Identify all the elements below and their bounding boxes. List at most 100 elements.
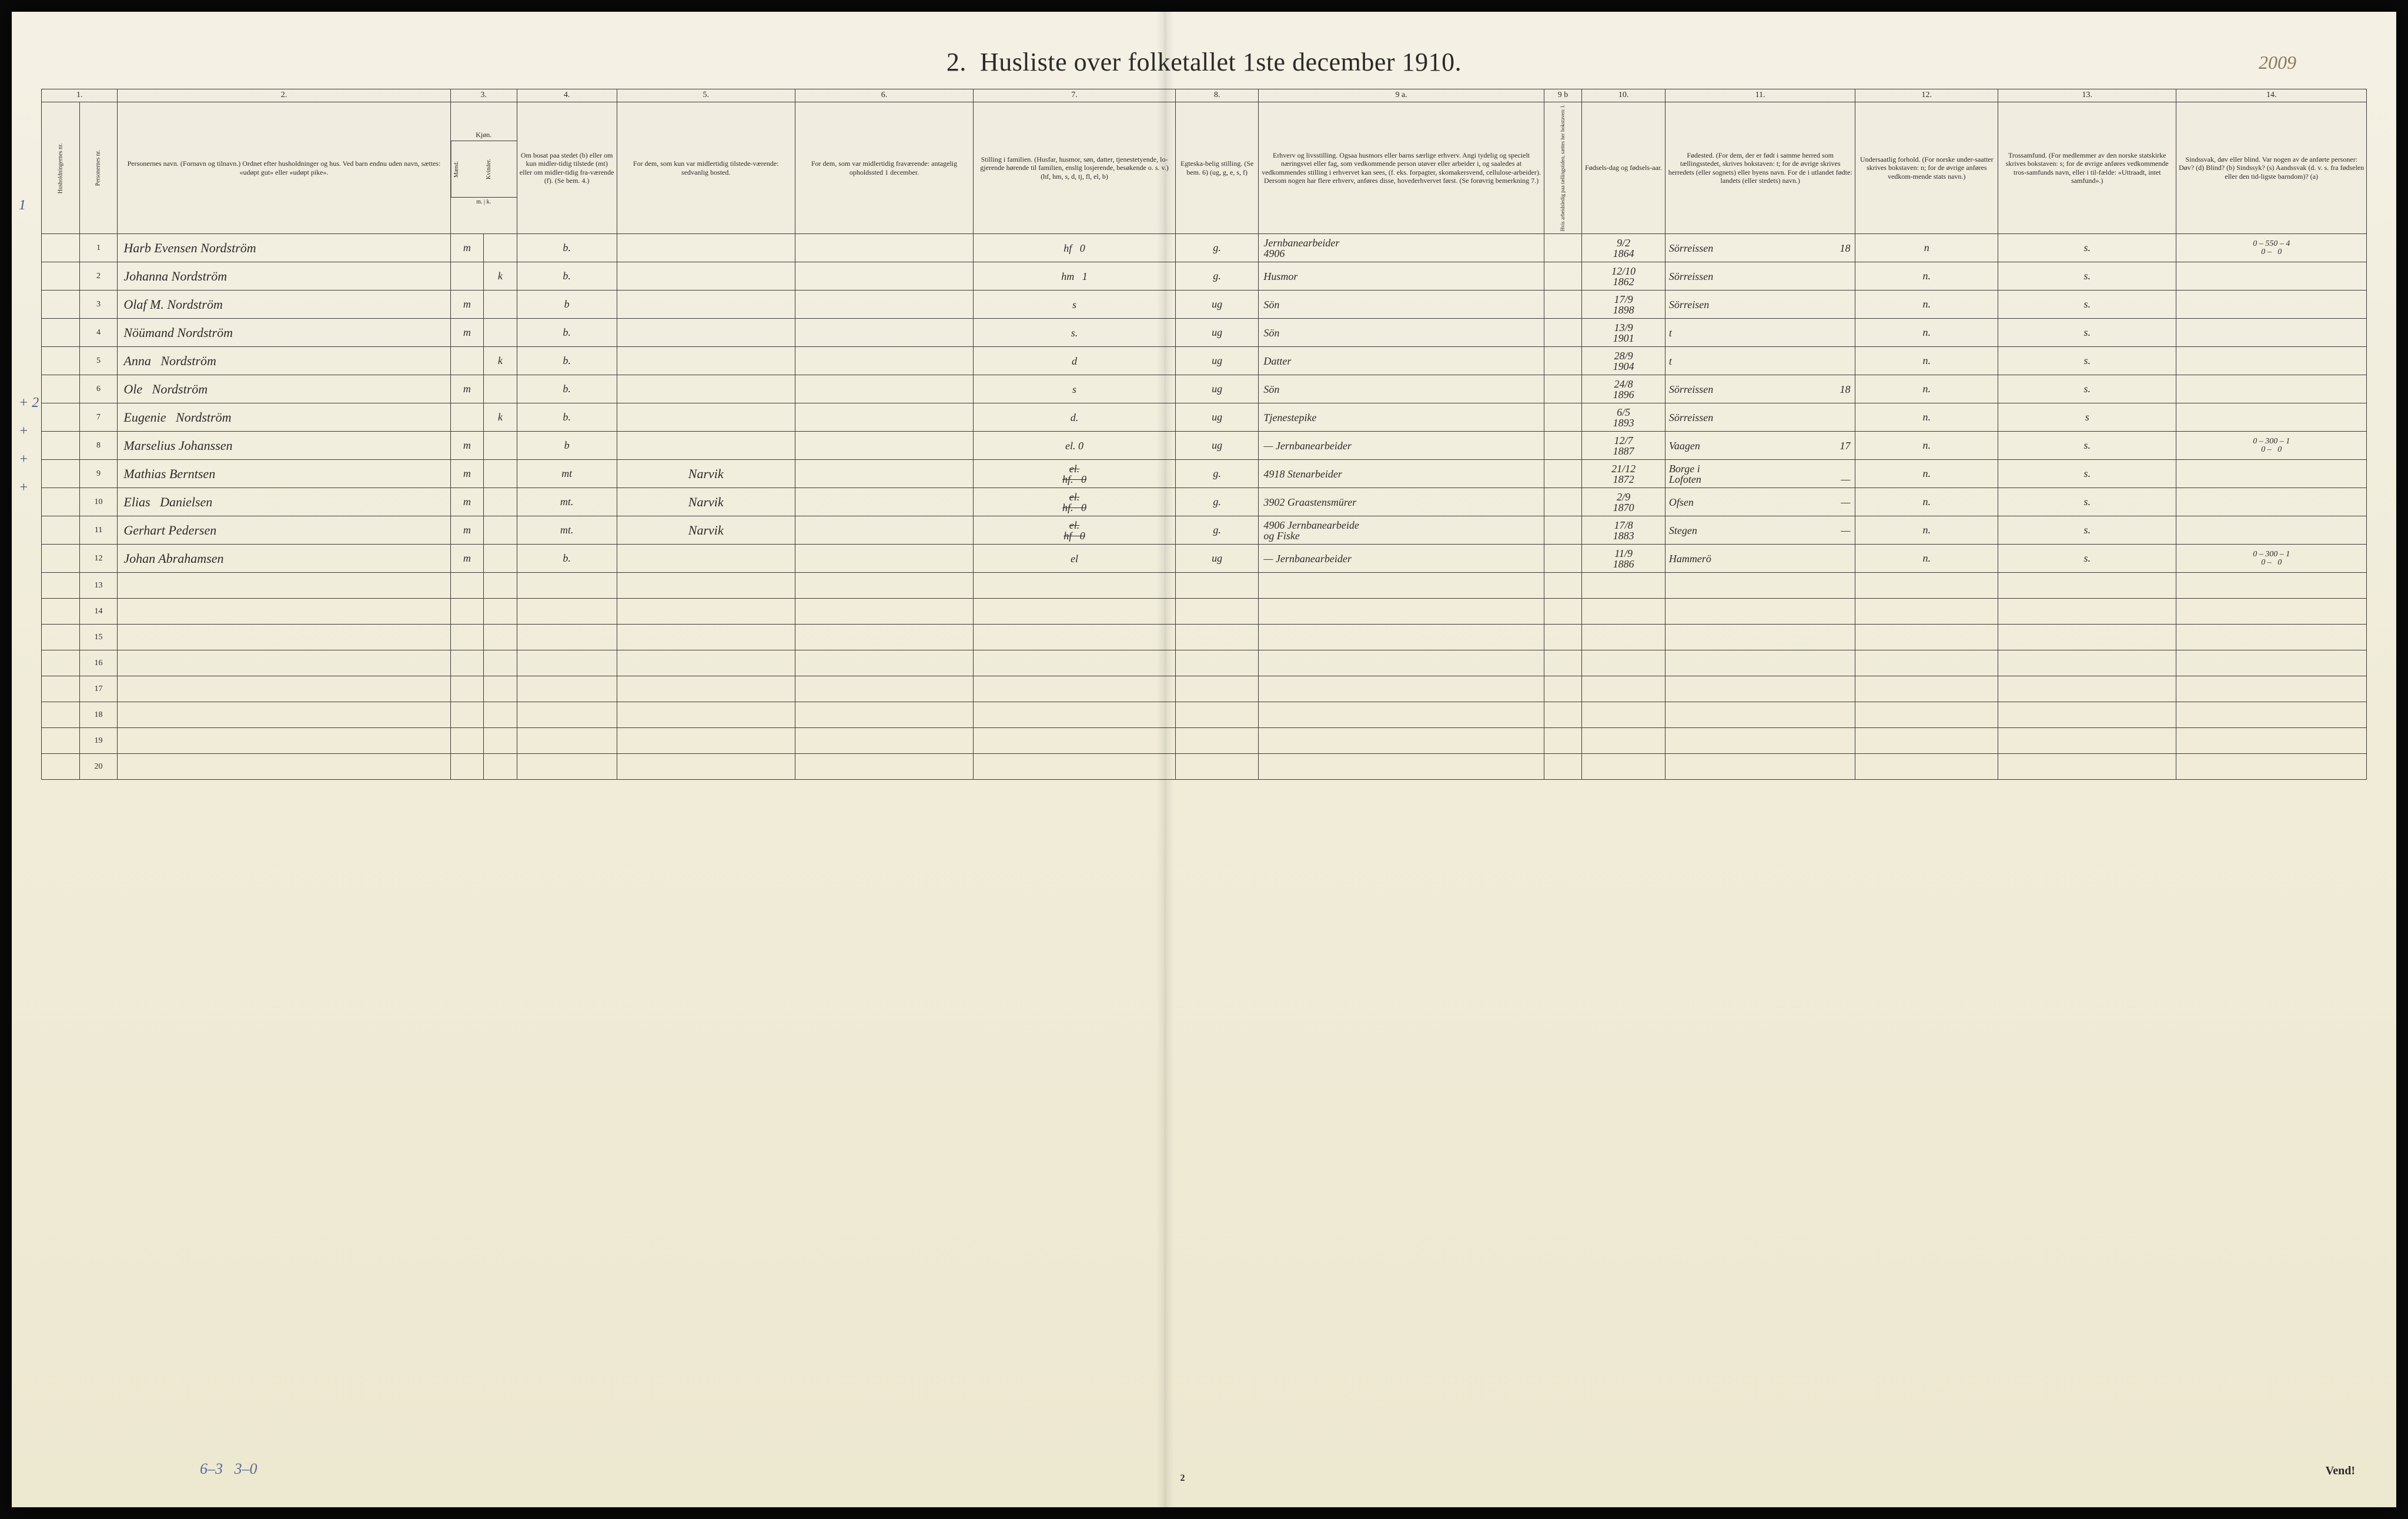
cell bbox=[450, 702, 484, 728]
cell bbox=[2176, 676, 2367, 702]
cell-occupation: Jernbanearbeider 4906 bbox=[1259, 234, 1544, 262]
cell bbox=[1855, 702, 1998, 728]
cell-residence: b bbox=[517, 432, 617, 460]
cell-person-num: 1 bbox=[79, 234, 118, 262]
cell-religion: s. bbox=[1998, 432, 2176, 460]
cell-religion: s. bbox=[1998, 488, 2176, 516]
colnum-14: 14. bbox=[2176, 89, 2367, 102]
page-number-bottom: 2 bbox=[1180, 1473, 1185, 1484]
cell bbox=[1544, 754, 1582, 780]
cell bbox=[42, 728, 80, 754]
cell-residence: b. bbox=[517, 319, 617, 347]
cell-absent-location bbox=[795, 516, 973, 545]
cell-household bbox=[42, 516, 80, 545]
cell-residence: b. bbox=[517, 262, 617, 291]
cell bbox=[617, 573, 795, 599]
cell bbox=[484, 599, 517, 625]
cell-nationality: n. bbox=[1855, 319, 1998, 347]
cell-absent-location bbox=[795, 460, 973, 488]
cell-disability bbox=[2176, 516, 2367, 545]
cell-name: Gerhart Pedersen bbox=[118, 516, 450, 545]
cell-disability bbox=[2176, 460, 2367, 488]
cell-marital: ug bbox=[1175, 432, 1259, 460]
cell bbox=[1259, 599, 1544, 625]
cell bbox=[42, 754, 80, 780]
cell bbox=[2176, 625, 2367, 650]
table-body: 1 Harb Evensen Nordström m b. hf 0 g. Je… bbox=[42, 234, 2367, 780]
cell bbox=[795, 573, 973, 599]
census-table: 1. 2. 3. 4. 5. 6. 7. 8. 9 a. 9 b 10. 11.… bbox=[41, 89, 2367, 780]
cell bbox=[118, 676, 450, 702]
cell-person-num: 10 bbox=[79, 488, 118, 516]
cell bbox=[1582, 599, 1665, 625]
cell-sex-m: m bbox=[450, 488, 484, 516]
cell bbox=[795, 728, 973, 754]
colnum-11: 11. bbox=[1665, 89, 1855, 102]
hdr-c3foot: m. | k. bbox=[451, 197, 517, 207]
hdr-c7: Stilling i familien. (Husfar, husmor, sø… bbox=[974, 102, 1176, 234]
cell bbox=[1259, 573, 1544, 599]
cell bbox=[1582, 728, 1665, 754]
cell-absent-location bbox=[795, 347, 973, 375]
cell-family-position: el bbox=[974, 545, 1176, 573]
cell bbox=[1544, 573, 1582, 599]
cell-residence: b. bbox=[517, 403, 617, 432]
hdr-c1b: Personernes nr. bbox=[79, 102, 118, 234]
colnum-9a: 9 a. bbox=[1259, 89, 1544, 102]
cell-person-num: 11 bbox=[79, 516, 118, 545]
cell-person-num: 17 bbox=[79, 676, 118, 702]
cell-absent-location bbox=[795, 234, 973, 262]
cell bbox=[42, 650, 80, 676]
colnum-13: 13. bbox=[1998, 89, 2176, 102]
cell-religion: s. bbox=[1998, 516, 2176, 545]
cell-name: Olaf M. Nordström bbox=[118, 291, 450, 319]
cell-nationality: n bbox=[1855, 234, 1998, 262]
cell bbox=[484, 728, 517, 754]
table-row: 4 Nöümand Nordström m b. s. ug Sön 13/9 … bbox=[42, 319, 2367, 347]
cell bbox=[1665, 573, 1855, 599]
cell-religion: s. bbox=[1998, 347, 2176, 375]
cell-name: Anna Nordström bbox=[118, 347, 450, 375]
cell-family-position: hf 0 bbox=[974, 234, 1176, 262]
cell bbox=[974, 650, 1176, 676]
col-number-row: 1. 2. 3. 4. 5. 6. 7. 8. 9 a. 9 b 10. 11.… bbox=[42, 89, 2367, 102]
cell bbox=[617, 754, 795, 780]
cell bbox=[1259, 625, 1544, 650]
cell bbox=[1544, 625, 1582, 650]
cell-birthdate: 28/9 1904 bbox=[1582, 347, 1665, 375]
footer-note: 6–3 3–0 bbox=[200, 1460, 257, 1478]
colnum-3: 3. bbox=[450, 89, 517, 102]
cell-birthdate: 17/8 1883 bbox=[1582, 516, 1665, 545]
cell bbox=[795, 625, 973, 650]
cell-sex-k bbox=[484, 432, 517, 460]
colnum-2: 2. bbox=[118, 89, 450, 102]
cell bbox=[1582, 676, 1665, 702]
hdr-c8: Egteska-belig stilling. (Se bem. 6) (ug,… bbox=[1175, 102, 1259, 234]
cell bbox=[1665, 702, 1855, 728]
cell bbox=[118, 754, 450, 780]
cell-nationality: n. bbox=[1855, 291, 1998, 319]
cell-name: Mathias Berntsen bbox=[118, 460, 450, 488]
cell bbox=[617, 599, 795, 625]
cell bbox=[42, 676, 80, 702]
cell bbox=[1855, 625, 1998, 650]
cell-usual-residence bbox=[617, 347, 795, 375]
hdr-c6: For dem, som var midlertidig fraværende:… bbox=[795, 102, 973, 234]
cell-birthplace: Sörreissen 18 bbox=[1665, 234, 1855, 262]
cell bbox=[1855, 573, 1998, 599]
colnum-6: 6. bbox=[795, 89, 973, 102]
cell bbox=[2176, 702, 2367, 728]
cell-sex-m: m bbox=[450, 516, 484, 545]
hdr-c5: For dem, som kun var midlertidig tilsted… bbox=[617, 102, 795, 234]
table-row: 7 Eugenie Nordström k b. d. ug Tjenestep… bbox=[42, 403, 2367, 432]
cell-sex-m bbox=[450, 347, 484, 375]
cell bbox=[118, 702, 450, 728]
cell-nationality: n. bbox=[1855, 460, 1998, 488]
cell-birthplace: Hammerö bbox=[1665, 545, 1855, 573]
cell bbox=[974, 728, 1176, 754]
cell-disability bbox=[2176, 319, 2367, 347]
cell bbox=[450, 676, 484, 702]
cell-birthplace: Stegen — bbox=[1665, 516, 1855, 545]
cell-sex-k bbox=[484, 375, 517, 403]
table-row-empty: 14 bbox=[42, 599, 2367, 625]
